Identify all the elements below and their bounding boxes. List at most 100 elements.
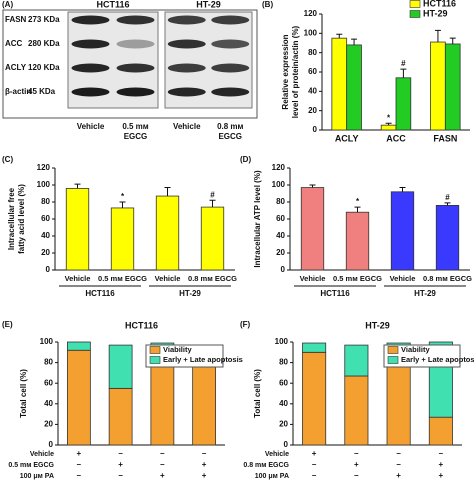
y-tick-label: 0	[284, 440, 289, 449]
error-bar	[74, 183, 81, 189]
y-axis-label: Total cell (%)	[19, 369, 28, 418]
bar-segment	[66, 349, 91, 446]
y-tick-label: 100	[304, 28, 318, 37]
x-tick-label: Vehicle	[155, 274, 181, 283]
condition-value: –	[160, 460, 165, 469]
x-tick-label: ACLY	[335, 133, 359, 143]
condition-value: –	[396, 460, 401, 469]
condition-value: +	[439, 460, 444, 469]
legend-swatch	[387, 346, 399, 354]
y-axis-label: level of protein/actin (%)	[291, 25, 300, 118]
condition-label: Vehicle	[30, 451, 54, 458]
y-tick-label: 40	[279, 399, 288, 408]
condition-value: –	[396, 449, 401, 458]
error-bar	[400, 68, 407, 78]
bar-segment	[302, 342, 327, 353]
x-tick-label: Vehicle	[300, 274, 326, 283]
x-tick-label: Vehicle	[390, 274, 416, 283]
protein-label: FASN	[5, 15, 27, 24]
bar	[300, 187, 325, 271]
band	[167, 87, 206, 97]
condition-value: –	[354, 471, 359, 480]
y-tick-label: 60	[41, 214, 50, 223]
legend-label: Viability	[163, 345, 192, 354]
error-bar	[351, 38, 358, 45]
y-tick-label: 60	[308, 67, 317, 76]
legend-label: HCT116	[423, 0, 456, 8]
group-label: HCT116	[85, 289, 115, 298]
x-tick-label: Vehicle	[65, 274, 91, 283]
condition-label: 0.8 mм EGCG	[243, 462, 289, 469]
legend-box	[383, 344, 461, 368]
condition-value: –	[439, 449, 444, 458]
condition-value: –	[118, 471, 123, 480]
y-tick-label: 100	[275, 337, 289, 346]
y-tick-label: 100	[272, 180, 286, 189]
band	[116, 39, 155, 49]
y-axis-label: Total cell (%)	[253, 369, 262, 418]
condition-value: +	[160, 471, 165, 480]
x-tick-label: FASN	[433, 133, 457, 143]
significance-mark: *	[121, 192, 125, 201]
condition-value: +	[439, 471, 444, 480]
lane-label: 0.5 mм	[122, 122, 148, 131]
condition-value: –	[312, 460, 317, 469]
y-tick-label: 20	[41, 248, 50, 257]
error-bar	[164, 187, 171, 197]
y-axis-label: Intracellular free	[7, 187, 16, 250]
condition-value: –	[77, 460, 82, 469]
condition-value: –	[354, 449, 359, 458]
band	[167, 39, 206, 49]
blot-frame	[2, 9, 258, 119]
y-tick-label: 120	[272, 163, 286, 172]
condition-value: –	[160, 449, 165, 458]
legend-swatch	[387, 356, 399, 364]
band	[116, 87, 155, 97]
y-tick-label: 0	[46, 265, 51, 274]
protein-label: β-actin	[5, 87, 31, 96]
significance-mark: *	[356, 197, 360, 206]
band	[71, 87, 110, 97]
bar-segment	[108, 387, 133, 446]
legend-label: Early + Late apoptosis	[163, 355, 243, 364]
condition-label: 100 μм PA	[255, 473, 289, 480]
bar	[65, 187, 90, 271]
bar	[346, 44, 362, 131]
legend-box	[145, 344, 224, 368]
bar-segment	[192, 358, 217, 446]
condition-value: +	[202, 460, 207, 469]
protein-label: ACC	[5, 39, 23, 48]
bar-segment	[428, 416, 453, 446]
y-axis-label: Relative expression	[281, 34, 290, 109]
chart-title: HT-29	[365, 320, 390, 330]
error-bar	[209, 199, 216, 208]
x-tick-label: 0.8 mм EGCG	[188, 274, 237, 283]
chart-title: HCT116	[125, 320, 158, 330]
condition-value: +	[354, 460, 359, 469]
bar	[345, 211, 370, 271]
y-tick-label: 20	[308, 106, 317, 115]
condition-label: 0.5 mм EGCG	[8, 462, 54, 469]
legend-label: Viability	[401, 345, 430, 354]
legend-swatch	[409, 0, 421, 8]
band	[116, 15, 155, 25]
error-bar	[385, 122, 392, 126]
bar	[110, 207, 135, 271]
group-label: HCT116	[320, 289, 350, 298]
condition-value: –	[312, 471, 317, 480]
significance-mark: #	[210, 190, 215, 199]
panel-label: (E)	[2, 320, 13, 329]
band	[116, 63, 155, 73]
condition-value: +	[118, 460, 123, 469]
bar	[331, 37, 348, 131]
significance-mark: #	[401, 59, 406, 68]
y-tick-label: 40	[308, 86, 317, 95]
condition-label: 100 μм PA	[20, 473, 54, 480]
bar-segment	[108, 344, 133, 389]
y-tick-label: 20	[279, 420, 288, 429]
error-bar	[309, 184, 316, 188]
y-tick-label: 80	[276, 197, 285, 206]
condition-value: +	[202, 471, 207, 480]
y-axis-label: fatty acid level (%)	[17, 184, 26, 254]
band	[211, 39, 250, 49]
